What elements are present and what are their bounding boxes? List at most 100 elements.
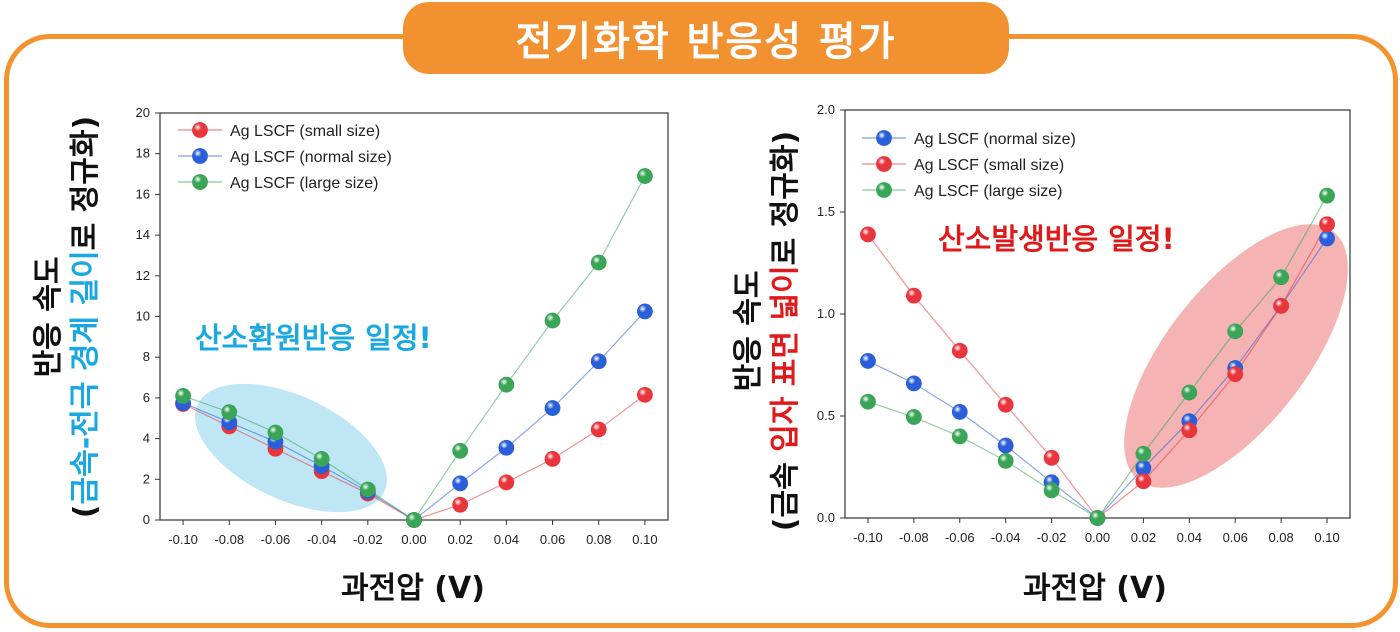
data-point <box>637 303 653 320</box>
data-point <box>1319 187 1335 204</box>
data-point <box>1089 510 1106 526</box>
data-point <box>221 404 238 421</box>
data-point <box>452 475 469 492</box>
data-point <box>1181 384 1198 401</box>
y-tick-label: 14 <box>136 227 150 242</box>
data-point <box>544 312 561 329</box>
legend-label: Ag LSCF (large size) <box>914 183 1063 200</box>
data-point <box>860 353 876 369</box>
data-point <box>544 400 561 416</box>
y-tick-label: 16 <box>136 186 150 201</box>
y-tick-label: 8 <box>143 349 150 364</box>
y-axis-label-segment: 금속-전극 경계 길이 <box>68 250 103 504</box>
data-point <box>590 254 607 271</box>
data-point <box>951 342 968 359</box>
data-point <box>1135 473 1152 490</box>
annotation-text: 산소발생반응 일정! <box>938 222 1175 256</box>
data-point <box>1181 422 1198 439</box>
data-point <box>1135 445 1152 462</box>
x-tick-label: 0.06 <box>1223 530 1248 545</box>
data-point <box>452 442 469 459</box>
data-point <box>951 428 968 445</box>
data-point <box>590 421 607 438</box>
y-tick-label: 18 <box>136 146 150 161</box>
legend-label: Ag LSCF (small size) <box>914 157 1064 174</box>
data-point <box>498 474 515 491</box>
x-tick-label: 0.08 <box>1268 530 1293 545</box>
data-point <box>997 396 1014 413</box>
y-tick-label: 2 <box>143 471 150 486</box>
data-point <box>544 451 561 467</box>
data-point <box>997 437 1014 454</box>
data-point <box>359 481 376 498</box>
legend-marker <box>192 174 208 190</box>
data-point <box>1227 323 1244 340</box>
y-tick-label: 0 <box>143 512 150 527</box>
y-tick-label: 4 <box>143 431 150 446</box>
data-point <box>997 452 1014 469</box>
x-tick-label: 0.08 <box>586 532 611 547</box>
x-tick-label: -0.02 <box>1037 530 1067 545</box>
legend-marker <box>876 156 892 172</box>
x-tick-label: 0.02 <box>1131 530 1156 545</box>
data-point <box>1043 449 1060 466</box>
data-point <box>637 386 653 403</box>
legend-marker <box>876 130 892 146</box>
data-point <box>452 496 469 513</box>
x-tick-label: -0.04 <box>307 532 337 547</box>
y-tick-label: 10 <box>136 309 150 324</box>
y-tick-label: 0.0 <box>817 510 835 525</box>
data-point <box>905 287 922 304</box>
x-tick-label: -0.08 <box>899 530 929 545</box>
y-axis-label-line1: 반응 속도 <box>31 257 66 378</box>
x-tick-label: -0.04 <box>991 530 1021 545</box>
data-point <box>1043 482 1060 499</box>
data-point <box>951 404 968 420</box>
y-axis-label-line1: 반응 속도 <box>731 271 766 392</box>
x-tick-label: 0.10 <box>632 532 657 547</box>
x-axis-label: 과전압 (V) <box>341 571 485 606</box>
data-point <box>1273 269 1290 286</box>
x-tick-label: 0.06 <box>540 532 565 547</box>
x-tick-label: -0.06 <box>261 532 291 547</box>
y-axis-label-segment: (금속 <box>768 452 803 531</box>
orange-frame <box>4 34 1398 628</box>
data-point <box>406 512 422 528</box>
y-tick-label: 1.0 <box>817 306 835 321</box>
legend-label: Ag LSCF (normal size) <box>914 131 1076 148</box>
legend-label: Ag LSCF (normal size) <box>230 149 392 166</box>
annotation-text: 산소환원반응 일정! <box>195 321 432 355</box>
y-axis-label-segment: ( <box>68 504 103 518</box>
y-tick-label: 12 <box>136 268 150 283</box>
x-tick-label: 0.04 <box>1177 530 1202 545</box>
y-tick-label: 6 <box>143 390 150 405</box>
x-tick-label: 0.04 <box>494 532 519 547</box>
data-point <box>905 375 922 392</box>
data-point <box>860 226 876 243</box>
legend-marker <box>192 148 208 164</box>
x-tick-label: 0.10 <box>1314 530 1339 545</box>
legend-marker <box>876 182 892 198</box>
data-point <box>313 451 330 467</box>
y-tick-label: 1.5 <box>817 204 835 219</box>
data-point <box>860 393 876 410</box>
legend-label: Ag LSCF (small size) <box>230 123 380 140</box>
x-tick-label: -0.02 <box>353 532 383 547</box>
y-tick-label: 20 <box>136 105 150 120</box>
y-axis-label-line2: (금속-전극 경계 길이로 정규화) <box>68 116 103 518</box>
x-tick-label: -0.10 <box>168 532 198 547</box>
data-point <box>175 387 191 404</box>
x-tick-label: -0.08 <box>214 532 244 547</box>
data-point <box>498 439 515 456</box>
data-point <box>498 376 515 393</box>
data-point <box>267 424 284 441</box>
x-tick-label: 0.00 <box>401 532 426 547</box>
x-tick-label: -0.06 <box>945 530 975 545</box>
data-point <box>1319 216 1335 233</box>
page-title: 전기화학 반응성 평가 <box>515 19 897 65</box>
data-point <box>1319 230 1335 247</box>
x-axis-label: 과전압 (V) <box>1023 571 1167 606</box>
y-axis-label-segment: 로 정규화) <box>768 131 803 266</box>
y-tick-label: 2.0 <box>817 102 835 117</box>
